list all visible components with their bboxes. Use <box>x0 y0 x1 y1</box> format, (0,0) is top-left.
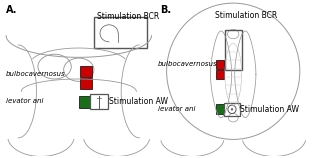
Bar <box>80 78 92 89</box>
Bar <box>79 96 90 108</box>
Text: bulbocavernosus: bulbocavernosus <box>158 61 217 67</box>
Bar <box>224 103 240 116</box>
Bar <box>216 104 224 114</box>
Bar <box>225 30 242 70</box>
Bar <box>80 66 92 77</box>
Text: bulbocavernosus: bulbocavernosus <box>6 71 66 77</box>
Bar <box>216 60 224 69</box>
Text: A.: A. <box>6 5 17 15</box>
Text: Stimulation BCR: Stimulation BCR <box>215 11 277 20</box>
Text: levator ani: levator ani <box>158 106 195 112</box>
Bar <box>94 17 147 48</box>
Text: Stimulation AW: Stimulation AW <box>241 105 300 114</box>
Text: Stimulation BCR: Stimulation BCR <box>97 12 159 21</box>
Bar <box>90 94 108 109</box>
Text: B.: B. <box>161 5 172 15</box>
Circle shape <box>231 108 233 110</box>
Text: levator ani: levator ani <box>6 98 44 104</box>
Text: Stimulation AW: Stimulation AW <box>109 97 168 106</box>
Bar <box>216 70 224 79</box>
